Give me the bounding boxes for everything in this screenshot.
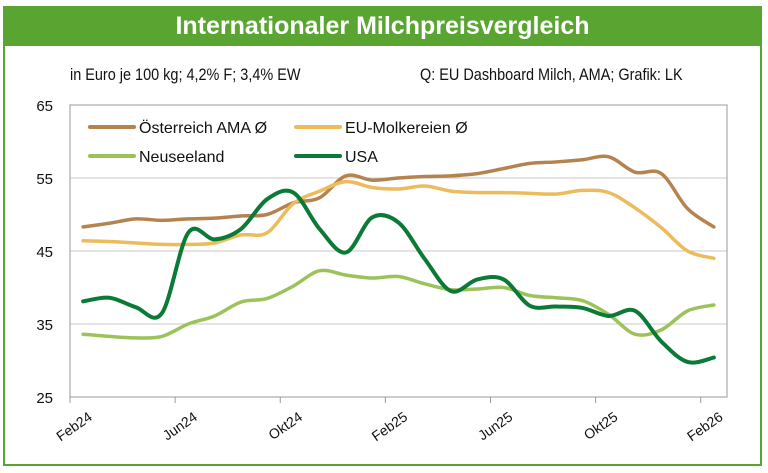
chart-title: Internationaler Milchpreisvergleich	[3, 6, 762, 46]
y-tick-label: 65	[36, 98, 53, 115]
x-tick-label: Jun25	[475, 408, 516, 443]
y-tick-label: 45	[36, 244, 53, 261]
legend-label: USA	[345, 149, 378, 166]
series-line-1	[81, 179, 716, 261]
x-tick-label: Okt25	[581, 408, 621, 443]
x-tick-label: Feb26	[684, 408, 726, 444]
x-tick-label: Feb24	[53, 408, 95, 444]
series-line-3	[81, 188, 716, 365]
chart-subtitle-units: in Euro je 100 kg; 4,2% F; 3,4% EW	[70, 65, 301, 84]
x-tick-label: Feb25	[369, 408, 411, 444]
y-tick-label: 25	[36, 390, 53, 407]
legend-label: Neuseeland	[139, 149, 224, 166]
plot-area	[69, 104, 728, 398]
chart-source: Q: EU Dashboard Milch, AMA; Grafik: LK	[420, 65, 683, 84]
y-tick-label: 35	[36, 317, 53, 334]
y-tick-label: 55	[36, 171, 53, 188]
x-tick-label: Jun24	[160, 408, 201, 443]
x-tick-label: Okt24	[265, 408, 305, 443]
series-line-0	[81, 154, 716, 229]
legend-label: Österreich AMA Ø	[139, 119, 267, 137]
series-line-2	[81, 268, 716, 340]
legend-label: EU-Molkereien Ø	[345, 120, 468, 137]
